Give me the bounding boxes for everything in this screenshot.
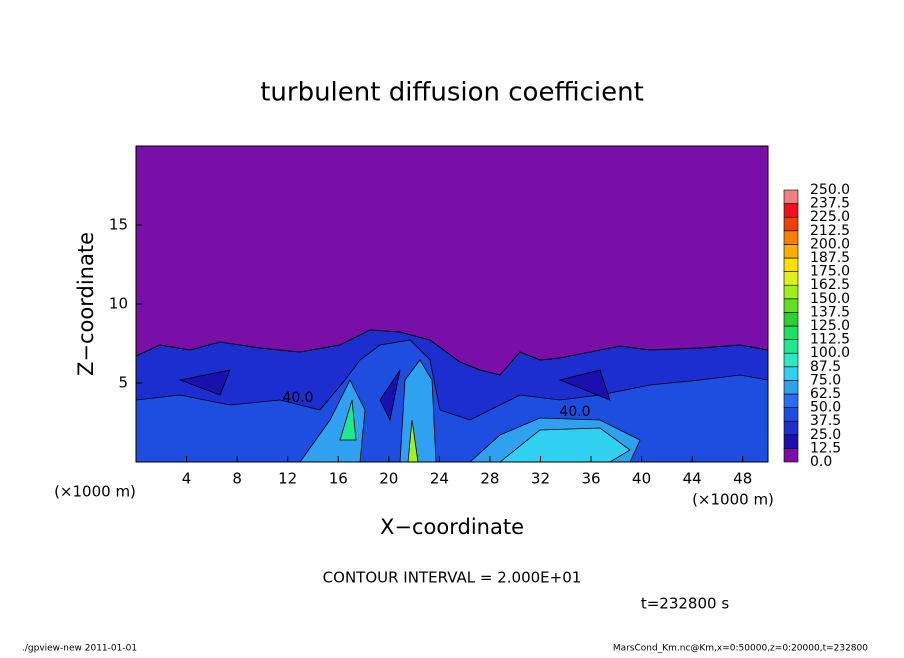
contour-interval: CONTOUR INTERVAL = 2.000E+01 (323, 569, 582, 587)
colorbar-label: 237.5 (810, 196, 850, 212)
colorbar-swatch (783, 203, 799, 218)
x-tick-label: 48 (733, 470, 752, 488)
colorbar-label: 162.5 (810, 277, 850, 293)
contour-label: 40.0 (282, 390, 313, 406)
x-tick-label: 44 (683, 470, 702, 488)
x-tick-label: 16 (329, 470, 348, 488)
x-unit-label: (×1000 m) (54, 483, 136, 501)
x-tick-label: 24 (430, 470, 449, 488)
x-tick-label: 40 (632, 470, 651, 488)
colorbar-label: 200.0 (810, 236, 850, 252)
x-tick-label: 4 (182, 470, 192, 488)
colorbar-swatch (783, 339, 799, 354)
colorbar-label: 62.5 (810, 386, 841, 402)
y-axis-label: Z−coordinate (74, 232, 98, 376)
colorbar-label: 212.5 (810, 223, 850, 239)
colorbar-swatch (783, 366, 799, 381)
colorbar-label: 87.5 (810, 359, 841, 375)
colorbar-swatch (783, 189, 799, 204)
x-tick-label: 8 (232, 470, 242, 488)
x-tick-label: 28 (480, 470, 499, 488)
colorbar-label: 25.0 (810, 427, 841, 443)
colorbar-label: 250.0 (810, 182, 850, 198)
colorbar-swatch (783, 352, 799, 368)
colorbar-swatch (783, 325, 799, 340)
colorbar-swatch (783, 434, 799, 449)
colorbar-swatch (783, 244, 799, 259)
colorbar-label: 50.0 (810, 400, 841, 416)
colorbar-label: 125.0 (810, 318, 850, 334)
y-tick-label: 15 (109, 216, 128, 234)
chart-title: turbulent diffusion coefficient (260, 78, 644, 108)
colorbar-label: 150.0 (810, 291, 850, 307)
x-tick-label: 12 (278, 470, 297, 488)
colorbar-label: 75.0 (810, 372, 841, 388)
colorbar-swatch (783, 420, 799, 436)
x-axis-label: X−coordinate (380, 515, 524, 539)
colorbar-swatch (783, 448, 799, 463)
colorbar-label: 225.0 (810, 209, 850, 225)
y-tick-label: 10 (109, 295, 128, 313)
x-unit-label: (×1000 m) (692, 491, 774, 509)
colorbar-label: 37.5 (810, 413, 841, 429)
colorbar-label: 137.5 (810, 304, 850, 320)
x-tick-label: 36 (581, 470, 600, 488)
colorbar-swatch (783, 298, 799, 313)
footer-right: MarsCond_Km.nc@Km,x=0:50000,z=0:20000,t=… (613, 644, 868, 654)
field (135, 329, 769, 463)
x-tick-label: 32 (531, 470, 550, 488)
colorbar-label: 0.0 (810, 454, 832, 470)
colorbar-swatch (783, 230, 799, 245)
time-label: t=232800 s (641, 595, 729, 613)
colorbar-swatch (783, 271, 799, 286)
footer-left: ./gpview-new 2011-01-01 (22, 644, 137, 654)
colorbar-swatch (783, 393, 799, 408)
colorbar-swatch (783, 257, 799, 272)
colorbar-swatch (783, 380, 799, 395)
colorbar-label: 12.5 (810, 440, 841, 456)
colorbar-label: 112.5 (810, 332, 850, 348)
colorbar-label: 187.5 (810, 250, 850, 266)
colorbar-label: 100.0 (810, 345, 850, 361)
colorbar-swatch (783, 284, 799, 300)
colorbar-label: 175.0 (810, 264, 850, 280)
y-tick-label: 5 (118, 374, 128, 392)
contour-label: 40.0 (559, 404, 590, 420)
colorbar-swatch (783, 407, 799, 422)
x-tick-label: 20 (379, 470, 398, 488)
colorbar-swatch (783, 312, 799, 327)
colorbar-swatch (783, 216, 799, 232)
